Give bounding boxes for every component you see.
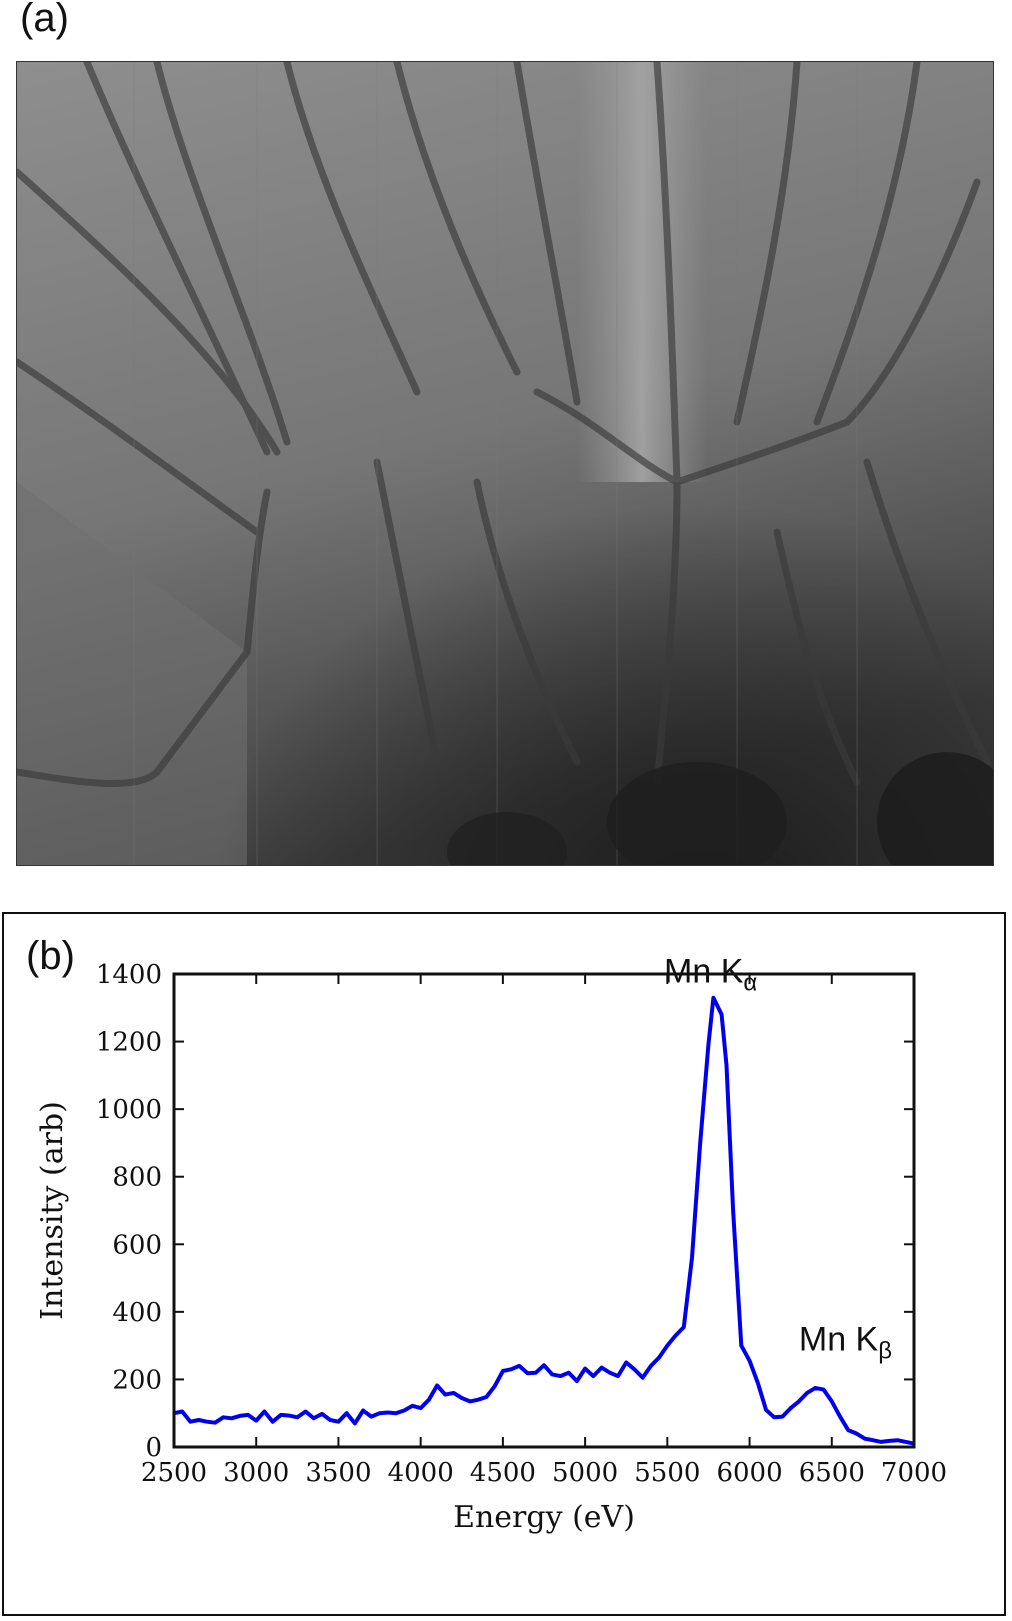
y-tick-labels: 0 200 400 600 800 1000 1200 1400 bbox=[96, 960, 162, 1463]
y-tick-label: 800 bbox=[112, 1163, 162, 1193]
micrograph-picture bbox=[17, 62, 993, 865]
spectrum-chart: 2500 3000 3500 4000 4500 5000 5500 6000 6500 7000… bbox=[35, 952, 947, 1535]
x-axis-title: Energy (eV) bbox=[453, 1500, 635, 1535]
spectrum-chart-panel: (b) 2500 3000 3500 4000 4500 5000 5500 6000 6500… bbox=[2, 912, 1006, 1616]
x-tick-labels: 2500 3000 3500 4000 4500 5000 5500 6000 6500 7000 bbox=[141, 1458, 947, 1488]
panel-label-b: (b) bbox=[26, 934, 75, 978]
x-tick-label: 4500 bbox=[470, 1458, 536, 1488]
y-tick-label: 400 bbox=[112, 1298, 162, 1328]
y-tick-label: 600 bbox=[112, 1230, 162, 1260]
x-tick-label: 7000 bbox=[881, 1458, 947, 1488]
x-tick-label: 5000 bbox=[552, 1458, 618, 1488]
peak-annotations: Mn Kα Mn Kβ bbox=[664, 952, 892, 1364]
x-tick-label: 2500 bbox=[141, 1458, 207, 1488]
x-tick-label: 3000 bbox=[223, 1458, 289, 1488]
peak-annotation: Mn Kα bbox=[664, 952, 757, 996]
y-tick-label: 200 bbox=[112, 1365, 162, 1395]
peak-annotation-subscript: β bbox=[878, 1338, 892, 1365]
y-tick-label: 0 bbox=[145, 1433, 162, 1463]
x-tick-label: 4000 bbox=[388, 1458, 454, 1488]
spectrum-series-line bbox=[173, 995, 915, 1446]
y-tick-label: 1200 bbox=[96, 1028, 162, 1058]
axis-ticks bbox=[173, 973, 915, 1448]
peak-annotation: Mn Kβ bbox=[799, 1321, 892, 1365]
x-tick-label: 3500 bbox=[305, 1458, 371, 1488]
peak-annotation-subscript: α bbox=[743, 969, 757, 996]
micrograph-image bbox=[16, 61, 994, 866]
y-tick-label: 1000 bbox=[96, 1095, 162, 1125]
x-tick-label: 6500 bbox=[799, 1458, 865, 1488]
y-tick-label: 1400 bbox=[96, 960, 162, 990]
plot-area-border bbox=[172, 972, 916, 1449]
y-axis-title: Intensity (arb) bbox=[35, 1101, 70, 1320]
x-tick-label: 6000 bbox=[716, 1458, 782, 1488]
spectrum-points bbox=[174, 998, 914, 1444]
x-tick-label: 5500 bbox=[634, 1458, 700, 1488]
panel-label-a: (a) bbox=[20, 0, 69, 40]
